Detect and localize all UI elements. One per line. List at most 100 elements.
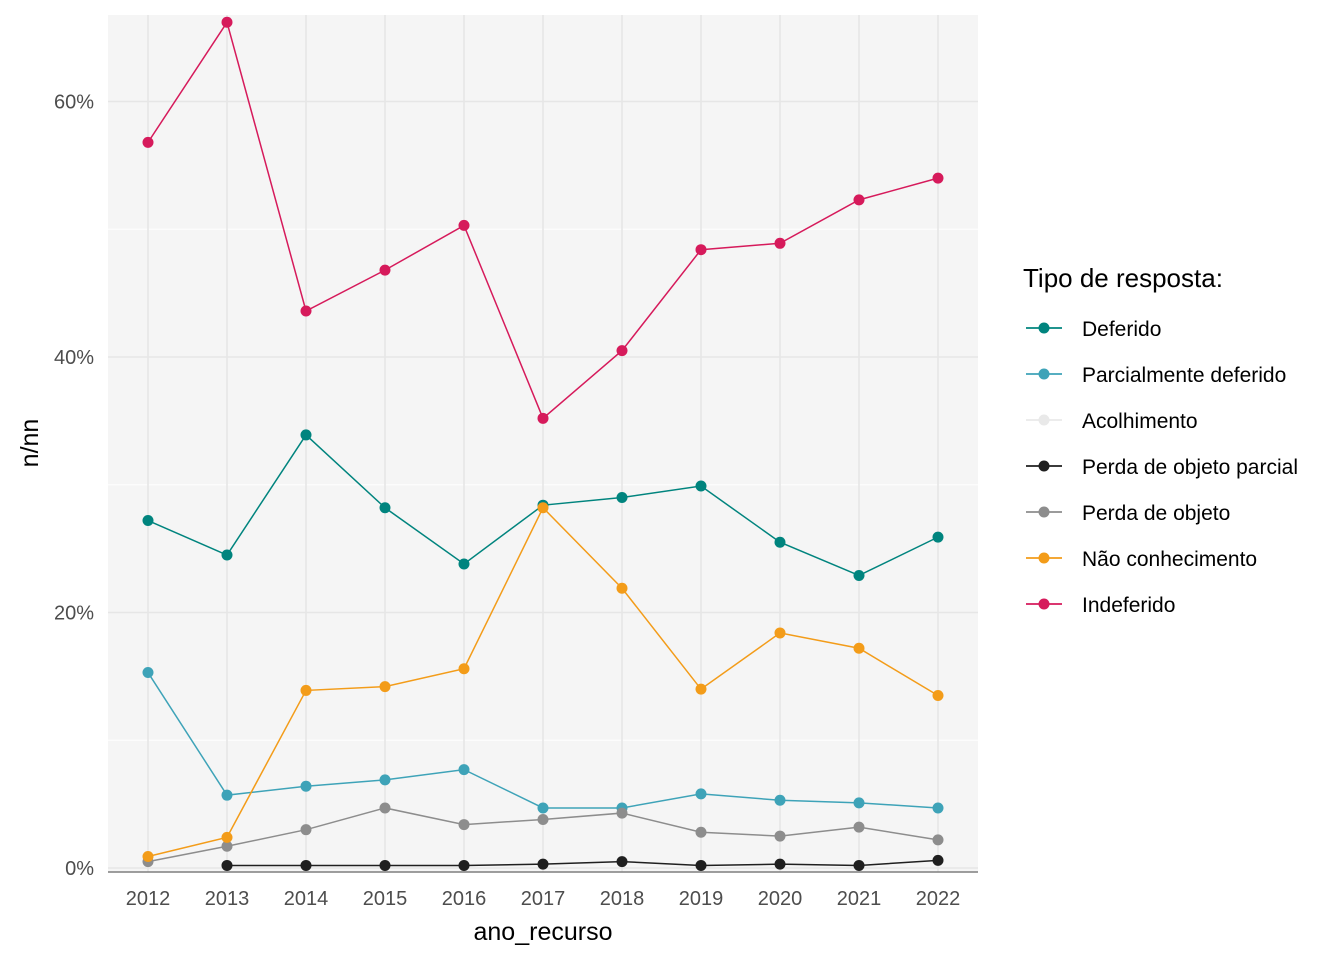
data-point: [616, 492, 628, 504]
data-point: [774, 536, 786, 548]
legend-label: Perda de objeto: [1082, 502, 1230, 525]
data-point: [221, 840, 233, 852]
x-tick-label: 2013: [205, 888, 250, 910]
data-point: [458, 219, 470, 231]
data-point: [932, 531, 944, 543]
series-line: [227, 859, 939, 867]
data-point: [537, 802, 549, 814]
series-deferido: [142, 429, 944, 581]
legend-label: Acolhimento: [1082, 410, 1198, 433]
data-point: [221, 549, 233, 561]
x-tick-label: 2017: [521, 888, 566, 910]
data-point: [853, 569, 865, 581]
data-point: [142, 851, 154, 863]
data-point: [221, 831, 233, 843]
data-point: [221, 859, 233, 871]
data-point: [774, 237, 786, 249]
legend-item: Indeferido: [1026, 594, 1175, 617]
data-point: [853, 859, 865, 871]
data-point: [853, 797, 865, 809]
data-point: [932, 834, 944, 846]
data-point: [379, 859, 391, 871]
data-point: [379, 502, 391, 514]
data-point: [458, 819, 470, 831]
legend-item: Parcialmente deferido: [1026, 364, 1286, 387]
data-point: [379, 264, 391, 276]
data-point: [300, 780, 312, 792]
series-parcialmente-deferido: [142, 667, 944, 814]
data-point: [221, 16, 233, 28]
x-tick-label: 2016: [442, 888, 487, 910]
data-point: [142, 136, 154, 148]
data-point: [695, 826, 707, 838]
y-tick-label: 60%: [54, 92, 94, 114]
data-point: [458, 764, 470, 776]
data-point: [379, 681, 391, 693]
data-point: [774, 830, 786, 842]
data-point: [458, 859, 470, 871]
data-point: [774, 858, 786, 870]
y-axis-title: n/nn: [16, 419, 44, 468]
data-point: [379, 774, 391, 786]
legend-label: Indeferido: [1082, 594, 1175, 617]
data-point: [142, 515, 154, 527]
legend-item: Perda de objeto parcial: [1026, 456, 1298, 479]
y-tick-label: 0%: [65, 858, 94, 880]
data-point: [300, 429, 312, 441]
legend-key-point: [1038, 506, 1050, 518]
data-point: [932, 690, 944, 702]
data-point: [932, 802, 944, 814]
series-group: [142, 16, 944, 871]
legend: Deferido Parcialmente deferido Acolhimento…: [1026, 318, 1298, 617]
data-point: [300, 684, 312, 696]
data-point: [853, 642, 865, 654]
x-tick-label: 2022: [916, 888, 961, 910]
legend-key-point: [1038, 552, 1050, 564]
data-point: [537, 858, 549, 870]
y-tick-labels: 0% 20% 40% 60%: [54, 92, 94, 881]
legend-key-point: [1038, 598, 1050, 610]
data-point: [300, 824, 312, 836]
legend-key-point: [1038, 460, 1050, 472]
legend-item: Perda de objeto: [1026, 502, 1230, 525]
series-indeferido: [142, 16, 944, 424]
legend-key-point: [1038, 368, 1050, 380]
data-point: [221, 789, 233, 801]
data-point: [616, 582, 628, 594]
x-tick-label: 2014: [284, 888, 329, 910]
data-point: [853, 821, 865, 833]
legend-label: Perda de objeto parcial: [1082, 456, 1298, 479]
data-point: [774, 794, 786, 806]
x-tick-label: 2012: [126, 888, 171, 910]
series-nao-conhecimento: [142, 502, 944, 863]
data-point: [537, 813, 549, 825]
data-point: [616, 345, 628, 357]
data-point: [774, 627, 786, 639]
x-tick-label: 2020: [758, 888, 803, 910]
grid-lines: [108, 15, 978, 872]
data-point: [695, 480, 707, 492]
legend-label: Não conhecimento: [1082, 548, 1257, 571]
data-point: [537, 502, 549, 514]
legend-item: Deferido: [1026, 318, 1161, 341]
legend-title: Tipo de resposta:: [1023, 263, 1223, 293]
series-perda-de-objeto: [142, 802, 944, 868]
x-tick-label: 2015: [363, 888, 408, 910]
data-point: [695, 859, 707, 871]
legend-key-point: [1038, 322, 1050, 334]
series-perda-de-objeto-parcial: [221, 854, 944, 871]
x-tick-labels: 2012 2013 2014 2015 2016 2017 2018 2019 2020 2021…: [126, 888, 961, 910]
data-point: [458, 663, 470, 675]
x-tick-label: 2019: [679, 888, 724, 910]
data-point: [853, 194, 865, 206]
data-point: [695, 244, 707, 256]
x-tick-label: 2018: [600, 888, 645, 910]
data-point: [616, 856, 628, 868]
data-point: [932, 172, 944, 184]
data-point: [537, 412, 549, 424]
data-point: [300, 859, 312, 871]
legend-label: Parcialmente deferido: [1082, 364, 1286, 387]
legend-item: Acolhimento: [1026, 410, 1198, 433]
x-axis-title: ano_recurso: [474, 918, 613, 946]
